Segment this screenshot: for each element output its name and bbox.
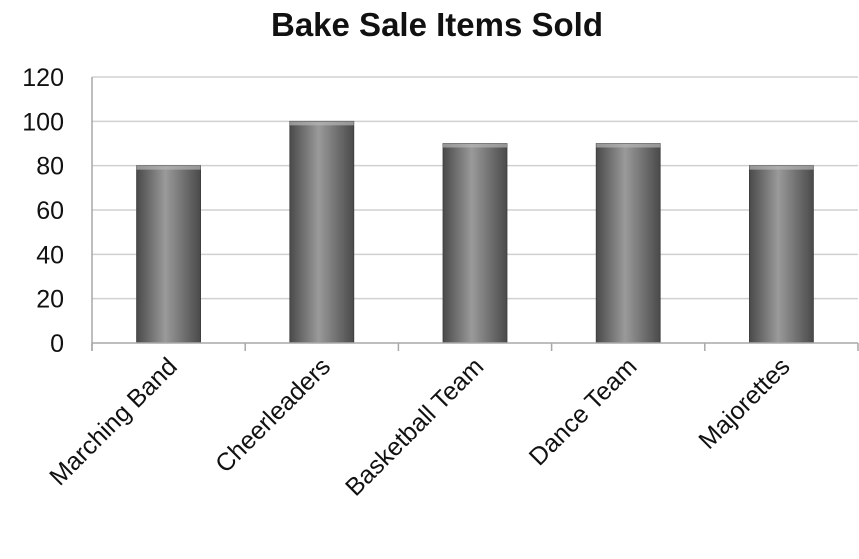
bar-highlight: [136, 165, 201, 170]
x-tick-label: Cheerleaders: [210, 352, 336, 478]
y-tick-label: 120: [22, 64, 64, 92]
x-tick-label: Basketball Team: [340, 352, 489, 501]
chart-title: Bake Sale Items Sold: [271, 6, 603, 43]
y-tick-label: 0: [50, 330, 64, 358]
bars: [136, 120, 814, 344]
x-axis-tick-labels: Marching Band Cheerleaders Basketball Team…: [44, 352, 796, 501]
bar-highlight: [749, 165, 814, 170]
bar-highlight: [443, 143, 507, 148]
bar-basketball-team: [442, 143, 508, 344]
bar-majorettes: [749, 165, 814, 344]
y-tick-label: 60: [36, 197, 64, 225]
axes: [91, 77, 859, 351]
x-tick-label: Marching Band: [44, 352, 183, 491]
y-axis-tick-labels: 0 20 40 60 80 100 120: [22, 64, 64, 358]
y-tick-label: 20: [36, 286, 64, 314]
bar-cheerleaders: [289, 120, 355, 344]
y-tick-label: 100: [22, 108, 64, 136]
bar-dance-team: [595, 143, 661, 344]
bar-highlight: [596, 143, 661, 148]
x-tick-label: Majorettes: [693, 352, 795, 454]
bar-highlight: [289, 121, 354, 126]
y-tick-label: 80: [36, 153, 64, 181]
x-tick-label: Dance Team: [524, 352, 643, 471]
y-tick-label: 40: [36, 241, 64, 269]
bar-marching-band: [136, 165, 202, 344]
